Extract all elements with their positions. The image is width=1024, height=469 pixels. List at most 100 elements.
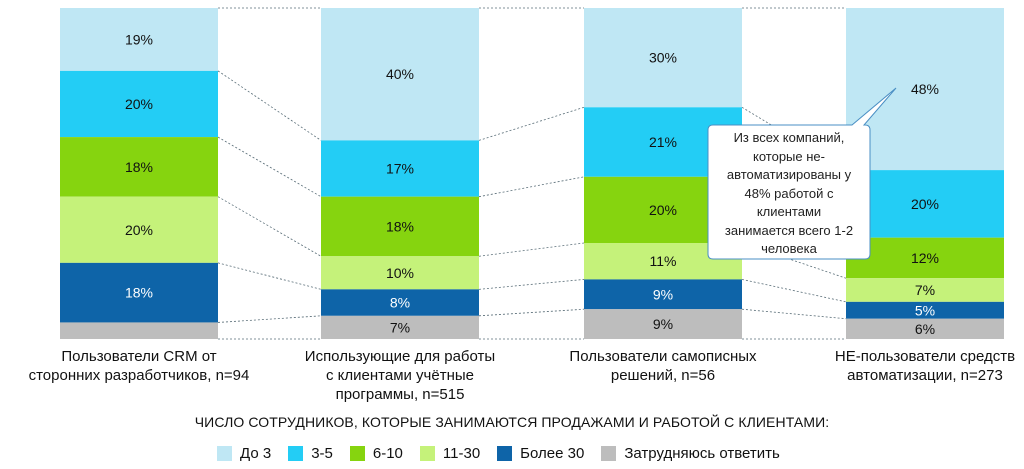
category-label-line: Пользователи самописных [569,348,757,365]
data-label: 6% [915,321,935,337]
data-label: 30% [649,50,677,66]
legend-label: 3-5 [311,444,333,462]
bar-segment [846,278,1004,302]
data-label: 48% [911,81,939,97]
legend-item: Более 30 [497,445,584,462]
connector-line [217,70,322,141]
data-label: 19% [125,31,153,47]
bar-segment [321,256,479,290]
connector-line [217,136,322,198]
bar-segment [60,137,218,197]
callout-line: Из всех компаний, [733,130,845,145]
bar-segment [321,315,479,339]
legend-label: 11-30 [442,444,481,462]
bar-segment [584,8,742,108]
bar-segment [321,140,479,197]
bar-segment [60,262,218,323]
callout-line: автоматизированы у [726,167,852,182]
legend-swatch [419,445,435,461]
legend-item: 3-5 [288,445,333,462]
legend-swatch [497,445,513,461]
data-label: 20% [125,222,153,238]
x-axis-title: ЧИСЛО СОТРУДНИКОВ, КОТОРЫЕ ЗАНИМАЮТСЯ ПР… [194,414,830,430]
category-label-line: НЕ-пользователи средств [834,348,1016,365]
data-label: 18% [386,218,414,234]
connector-line [217,315,322,323]
connector-line [478,242,585,257]
legend-label: Более 30 [520,444,585,462]
data-label: 7% [915,282,935,298]
data-label: 20% [649,202,677,218]
callout-line: 48% работой с [744,185,834,201]
connector-line [741,279,847,303]
bar-segment [321,8,479,141]
legend-label: Затрудняюсь ответить [624,444,780,462]
data-label: 5% [915,302,935,318]
data-label: 18% [125,285,153,301]
callout-line: человека [761,241,817,256]
category-label: Пользователи самописных решений, n=56 [543,347,783,385]
bar-segment [846,170,1004,238]
category-label: НЕ-пользователи средств автоматизации, n=… [805,347,1024,385]
bar-segment [584,279,742,310]
bar-segment [584,309,742,339]
category-label-line: с клиентами учётные [326,367,474,384]
category-label-line: сторонних разработчиков, n=94 [28,367,250,384]
data-label: 11% [650,253,677,269]
bar-segment [60,196,218,263]
bar-segment [321,196,479,257]
data-label: 18% [125,159,153,175]
connector-line [478,308,585,317]
data-label: 21% [649,134,677,150]
data-label: 40% [386,66,414,82]
connector-line [217,196,322,257]
data-label: 9% [653,286,673,302]
bar-segment [60,70,218,138]
callout [707,87,897,260]
legend-swatch [349,445,365,461]
legend-item: До 3 [217,445,271,462]
category-label: Использующие для работы с клиентами учётн… [280,347,520,404]
connector-line [478,279,585,290]
category-label-line: программы, n=515 [335,386,465,403]
legend-label: До 3 [240,444,272,462]
bar-segment [846,318,1004,339]
bar-segment [846,301,1004,319]
segment-labels: 19% 20% 18% 20% 18% 40% 17% 18% 10% 8% 7% 30% 21% 20%… [125,31,939,336]
connector-line [217,262,322,290]
callout-line: занимается всего 1-2 [724,222,854,238]
connector-line [478,106,585,141]
callout-box [707,87,897,260]
bar-segment [846,8,1004,171]
legend-swatch [288,445,304,461]
connector-line [478,176,585,198]
callout-text: Из всех компаний, которые не-автоматизиро… [708,129,870,259]
category-label: Пользователи CRM от сторонних разработчик… [19,347,259,385]
data-label: 17% [386,161,414,177]
legend-item: Затрудняюсь ответить [601,444,780,462]
legend-swatch [217,445,232,461]
legend-item: 11-30 [419,444,481,462]
bars [60,8,1004,339]
category-label-line: автоматизации, n=273 [847,367,1003,384]
category-label-line: Пользователи CRM от [61,348,217,365]
bar-segment [321,289,479,316]
bar-segment [60,8,218,71]
category-label-line: решений, n=56 [610,367,716,384]
data-label: 10% [386,265,414,281]
data-label: 9% [653,316,673,332]
data-label: 12% [911,250,939,266]
bar-segment [60,322,218,339]
connector-line [741,308,847,320]
data-label: 8% [390,295,410,311]
legend-label: 6-10 [372,444,403,462]
data-label: 7% [390,319,410,335]
legend-swatch [601,445,617,461]
legend: До 3 3-5 6-10 11-30 Более 30 Затрудняюсь отве… [217,441,797,465]
data-label: 20% [125,96,153,112]
callout-line: клиентами [756,204,822,219]
data-label: 20% [911,196,939,212]
callout-line: которые не- [753,148,825,164]
legend-item: 6-10 [349,444,403,462]
